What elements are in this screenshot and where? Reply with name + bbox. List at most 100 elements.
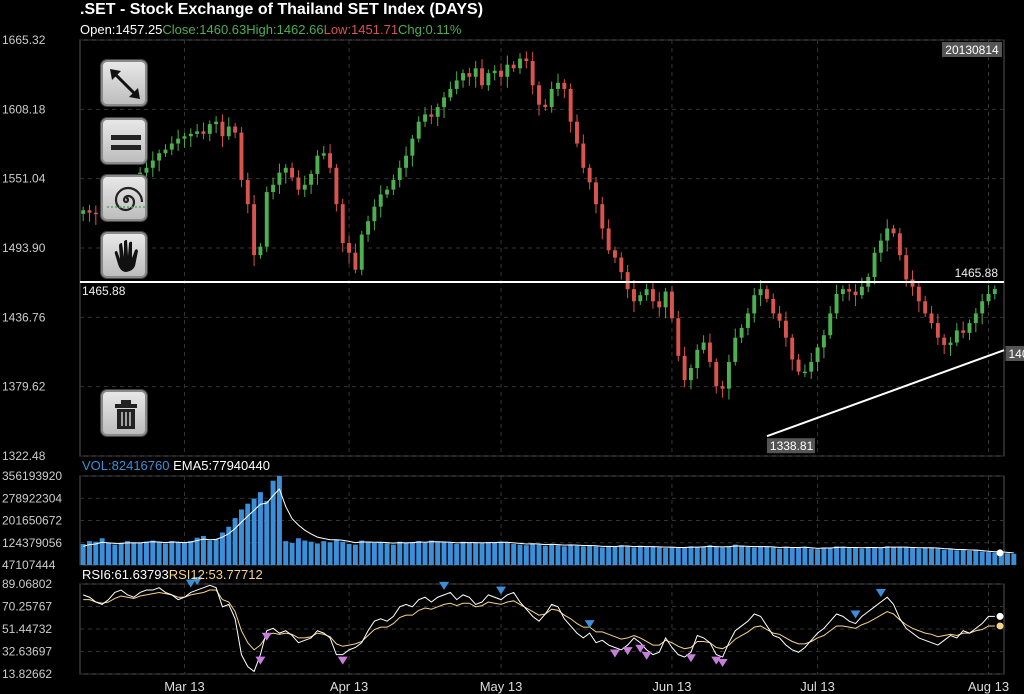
candle-body <box>448 88 453 98</box>
chart-title: .SET - Stock Exchange of Thailand SET In… <box>80 1 484 18</box>
volume-bar <box>473 542 479 565</box>
oversold-signal-marker <box>609 649 620 658</box>
rsi-y-tick-label: 32.63697 <box>2 645 52 659</box>
volume-bar <box>1005 553 1010 565</box>
volume-bar <box>340 541 346 565</box>
overbought-signal-marker <box>192 577 203 586</box>
trendline-tool-button[interactable] <box>101 60 147 106</box>
oversold-signal-marker <box>337 656 348 665</box>
candle-body <box>473 68 478 77</box>
candle-body <box>904 255 909 280</box>
volume-bar <box>644 546 650 565</box>
volume-bar <box>612 546 618 565</box>
candle-body <box>416 121 421 139</box>
candle-body <box>467 73 472 77</box>
volume-bar <box>770 547 776 565</box>
volume-bar <box>232 518 238 565</box>
volume-bar <box>764 546 770 565</box>
candle-body <box>442 97 446 108</box>
volume-bar <box>872 547 878 565</box>
volume-bar <box>517 544 523 565</box>
candle-body <box>688 368 693 381</box>
candle-body <box>638 295 643 302</box>
volume-legend: VOL:82416760 EMA5:77940440 <box>82 458 270 473</box>
horizontal-line-tool-button[interactable] <box>101 118 147 164</box>
volume-bar <box>416 541 422 565</box>
volume-bar <box>238 509 244 565</box>
fibonacci-tool-button[interactable] <box>101 175 147 221</box>
x-tick-label: Jul 13 <box>800 679 835 694</box>
volume-bar <box>359 540 365 565</box>
volume-bar <box>112 544 118 565</box>
volume-bar <box>530 543 536 565</box>
candle-body <box>948 342 953 345</box>
price-y-tick-label: 1551.04 <box>2 172 46 186</box>
candle-body <box>720 386 725 389</box>
candle-body <box>676 318 681 356</box>
rsi12-end-dot <box>996 622 1004 630</box>
volume-bar <box>713 546 719 565</box>
volume-bar <box>587 545 593 565</box>
volume-bar <box>568 544 574 565</box>
candle-body <box>537 85 541 105</box>
volume-bar <box>504 542 510 565</box>
volume-bar <box>694 547 700 565</box>
volume-bar <box>574 545 580 565</box>
volume-bar <box>859 548 865 565</box>
volume-bar <box>144 541 149 565</box>
candle-body <box>543 104 548 108</box>
volume-bar <box>992 552 998 565</box>
candle-body <box>821 335 826 348</box>
candle-body <box>163 149 168 154</box>
volume-bar <box>865 546 871 565</box>
candle-body <box>594 182 598 205</box>
candle-body <box>752 295 757 314</box>
volume-bar <box>815 549 821 565</box>
candle-body <box>530 61 535 86</box>
price-y-tick-label: 1379.62 <box>2 380 46 394</box>
volume-bar <box>346 544 352 565</box>
candle-body <box>973 313 978 324</box>
candle-body <box>942 337 947 345</box>
candle-body <box>499 70 503 77</box>
volume-bar <box>99 538 105 565</box>
volume-bar <box>853 547 859 565</box>
volume-bar <box>523 545 529 565</box>
volume-bar <box>884 546 890 565</box>
spiral-icon <box>107 186 145 212</box>
volume-bar <box>251 498 257 565</box>
candle-body <box>834 293 839 314</box>
volume-y-tick-label: 201650672 <box>2 514 62 528</box>
candle-body <box>992 289 997 294</box>
change-value: Chg:0.11% <box>398 22 462 37</box>
volume-bar <box>751 547 757 565</box>
level-left-label: 1465.88 <box>82 284 126 298</box>
overbought-signal-marker <box>496 586 507 595</box>
candle-body <box>220 121 225 137</box>
volume-bar <box>390 544 396 565</box>
candle-body <box>391 179 396 190</box>
candle-body <box>885 228 890 241</box>
volume-y-tick-label: 124379056 <box>2 536 62 550</box>
volume-bar <box>555 545 561 565</box>
volume-bar <box>175 542 181 565</box>
volume-bar <box>948 549 953 565</box>
volume-bar <box>903 547 909 565</box>
candle-body <box>93 212 98 215</box>
candle-body <box>606 228 611 251</box>
volume-bar <box>656 547 662 565</box>
volume-bar <box>511 544 517 565</box>
trendline-start-label: 1338.81 <box>770 439 814 453</box>
diagonal-arrow-icon <box>110 69 140 99</box>
candle-body <box>657 301 662 308</box>
volume-bar <box>536 544 542 565</box>
volume-bar <box>492 542 498 565</box>
delete-tool-button[interactable] <box>101 390 147 436</box>
candle-body <box>980 301 985 314</box>
candle-body <box>302 184 307 190</box>
volume-bar <box>213 538 219 565</box>
pan-tool-button[interactable] <box>101 232 147 278</box>
candle-body <box>840 289 845 294</box>
volume-bar <box>827 548 833 565</box>
